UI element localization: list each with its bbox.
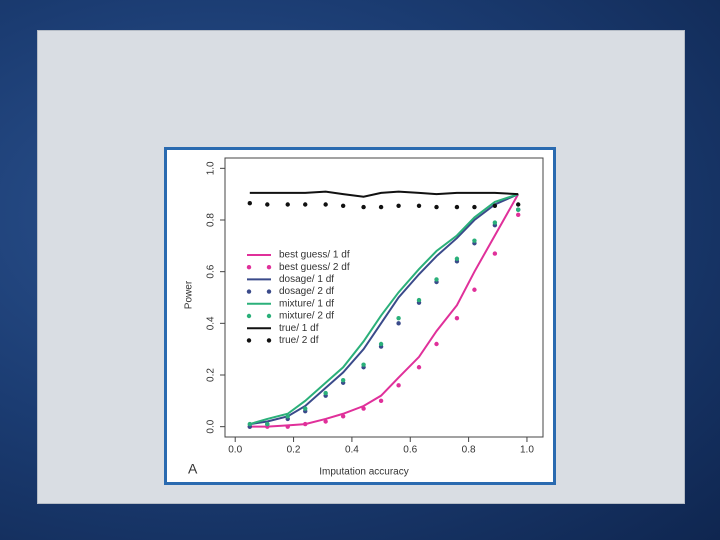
legend-swatch [246, 338, 252, 343]
series-dot [247, 201, 252, 206]
x-axis-label: Imputation accuracy [319, 467, 409, 478]
y-tick-label: 0.4 [206, 316, 217, 330]
series-line [249, 193, 520, 428]
series-dot [492, 220, 498, 225]
series-dot [361, 362, 366, 367]
series-dot [434, 204, 439, 210]
series-line [249, 193, 519, 426]
series-dot [285, 202, 290, 207]
series-dot [492, 251, 498, 256]
series-dot [285, 414, 290, 419]
y-tick-label: 0.2 [206, 368, 217, 382]
series-dot [285, 424, 290, 429]
series-dot [516, 202, 521, 207]
series-dot [454, 204, 460, 210]
series-dot [492, 203, 498, 208]
x-tick-label: 0.4 [345, 445, 359, 456]
x-tick-label: 1.0 [520, 445, 534, 456]
legend-label: best guess/ 2 df [279, 262, 350, 273]
legend-label: best guess/ 1 df [279, 250, 350, 261]
legend-label: mixture/ 2 df [279, 311, 334, 322]
legend-label: dosage/ 2 df [279, 286, 334, 297]
series-dot [361, 204, 366, 210]
series-dot [265, 202, 270, 207]
series-dot [303, 406, 308, 411]
series-dot [396, 321, 401, 326]
series-line [249, 190, 519, 198]
series-dot [323, 390, 328, 396]
series-line [249, 193, 519, 426]
legend-swatch [246, 313, 252, 319]
series-dot [340, 203, 346, 208]
series-dot [396, 383, 401, 388]
chart: A Imputation accuracy Power 0.0 0.2 0.4 0.6… [184, 157, 544, 478]
legend-swatch [266, 338, 272, 343]
legend-swatch [266, 289, 272, 294]
series-dot [434, 341, 439, 347]
legend-label: true/ 1 df [279, 323, 319, 334]
series-dot [378, 204, 384, 210]
y-tick-label: 0.8 [206, 213, 217, 227]
series-dot [472, 204, 477, 210]
x-tick-label: 0.6 [403, 445, 417, 456]
series-dot [378, 398, 384, 404]
series-dot [303, 421, 308, 427]
y-tick-label: 0.6 [206, 264, 217, 278]
legend-label: dosage/ 1 df [279, 274, 334, 285]
legend-swatch [246, 289, 252, 294]
series-dot [396, 315, 401, 321]
series-dot [323, 202, 328, 207]
series-dot [361, 406, 366, 411]
y-tick-label: 0.0 [206, 419, 217, 433]
legend-label: true/ 2 df [279, 335, 319, 346]
chart-frame: A Imputation accuracy Power 0.0 0.2 0.4 0.6… [164, 147, 556, 485]
x-tick-label: 0.8 [462, 445, 476, 456]
y-tick-label: 1.0 [206, 161, 217, 175]
panel-label: A [188, 461, 198, 477]
series-dot [416, 365, 422, 370]
series-dot [303, 202, 308, 207]
legend-swatch [266, 265, 272, 270]
series-dot [247, 421, 252, 427]
series-dot [472, 238, 477, 243]
series-dot [265, 421, 270, 427]
series-dot [516, 207, 521, 212]
series-dot [472, 287, 477, 292]
series-dot [454, 256, 460, 261]
series-dot [323, 419, 328, 424]
series-dot [416, 297, 422, 303]
x-tick-label: 0.2 [287, 445, 301, 456]
legend-swatch [246, 265, 252, 270]
legend-swatch [266, 313, 272, 319]
series-dot [340, 414, 346, 419]
series-dot [416, 203, 422, 208]
series-dot [516, 212, 521, 218]
plot-border [224, 157, 544, 438]
series-dot [454, 315, 460, 321]
series-dot [378, 341, 384, 347]
y-axis-label: Power [184, 280, 195, 309]
x-tick-label: 0.0 [228, 445, 242, 456]
legend-label: mixture/ 1 df [279, 298, 334, 309]
series-dot [396, 203, 401, 208]
series-dot [434, 277, 439, 282]
series-dot [340, 377, 346, 383]
